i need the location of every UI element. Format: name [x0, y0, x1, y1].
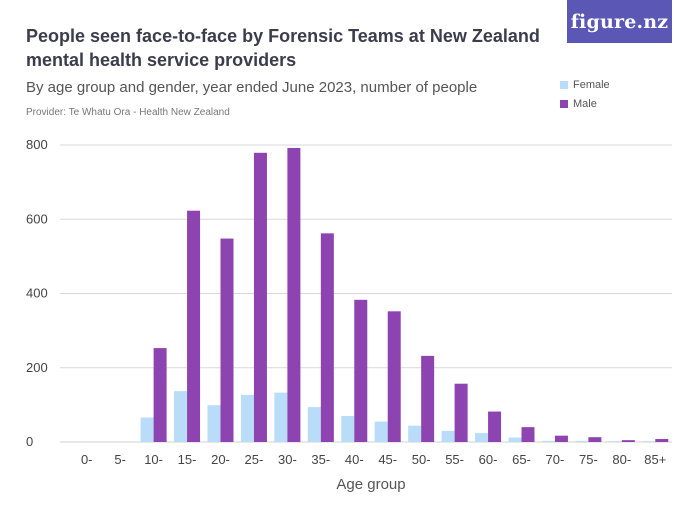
data-provider: Provider: Te Whatu Ora - Health New Zeal… — [26, 107, 230, 118]
legend-label-female: Female — [573, 78, 610, 91]
bar-male-50-[interactable] — [421, 355, 435, 442]
bar-female-70-[interactable] — [541, 440, 555, 442]
bar-female-50-[interactable] — [408, 425, 422, 442]
y-tick-label: 400 — [26, 286, 48, 301]
x-axis-title: Age group — [336, 476, 405, 493]
bar-female-30-[interactable] — [274, 392, 288, 442]
x-tick-label: 65- — [512, 452, 531, 467]
x-tick-label: 80- — [612, 452, 631, 467]
bar-male-30-[interactable] — [287, 147, 301, 442]
legend-swatch-male — [560, 99, 568, 108]
bar-female-55-[interactable] — [441, 430, 455, 442]
x-tick-label: 20- — [211, 452, 230, 467]
bar-female-25-[interactable] — [240, 394, 254, 442]
bar-male-15-[interactable] — [187, 210, 201, 442]
bar-female-75-[interactable] — [575, 440, 589, 442]
bar-male-70-[interactable] — [554, 435, 568, 442]
legend-item-female: Female — [560, 75, 610, 94]
chart-subtitle: By age group and gender, year ended June… — [26, 79, 478, 96]
bar-female-20-[interactable] — [207, 405, 221, 442]
bar-male-55-[interactable] — [454, 383, 468, 442]
bar-male-75-[interactable] — [588, 437, 602, 442]
bar-female-40-[interactable] — [341, 416, 355, 442]
bar-male-20-[interactable] — [220, 238, 234, 442]
legend-label-male: Male — [573, 97, 597, 110]
bar-male-40-[interactable] — [354, 299, 368, 442]
x-tick-label: 5- — [114, 452, 126, 467]
x-tick-label: 40- — [345, 452, 364, 467]
y-tick-label: 800 — [26, 137, 48, 152]
bar-female-65-[interactable] — [508, 437, 522, 442]
bar-male-80-[interactable] — [621, 440, 635, 442]
bar-male-10-[interactable] — [153, 348, 167, 442]
x-tick-label: 10- — [144, 452, 163, 467]
legend: Female Male — [560, 75, 610, 113]
bar-male-45-[interactable] — [387, 311, 401, 442]
y-tick-label: 0 — [26, 434, 33, 449]
legend-item-male: Male — [560, 94, 610, 113]
legend-swatch-female — [560, 80, 568, 89]
x-tick-label: 50- — [412, 452, 431, 467]
bar-male-65-[interactable] — [521, 427, 535, 442]
x-tick-label: 0- — [81, 452, 93, 467]
brand-text: figure.nz — [570, 10, 669, 33]
bar-female-60-[interactable] — [475, 433, 489, 442]
bar-male-85+[interactable] — [655, 439, 669, 442]
x-tick-label: 70- — [546, 452, 565, 467]
bar-female-45-[interactable] — [374, 421, 388, 442]
bar-female-15-[interactable] — [174, 391, 188, 442]
x-tick-label: 55- — [445, 452, 464, 467]
x-tick-label: 75- — [579, 452, 598, 467]
x-tick-label: 85+ — [644, 452, 666, 467]
y-tick-label: 600 — [26, 211, 48, 226]
bar-male-25-[interactable] — [253, 152, 267, 442]
x-tick-label: 35- — [311, 452, 330, 467]
x-tick-label: 60- — [479, 452, 498, 467]
brand-logo[interactable]: figure.nz — [567, 0, 672, 43]
x-tick-label: 30- — [278, 452, 297, 467]
y-tick-label: 200 — [26, 360, 48, 375]
bar-male-60-[interactable] — [488, 411, 502, 442]
bar-male-35-[interactable] — [320, 233, 334, 442]
chart-title: People seen face-to-face by Forensic Tea… — [26, 26, 540, 70]
x-tick-label: 25- — [245, 452, 264, 467]
bar-female-80-[interactable] — [608, 441, 622, 442]
x-tick-label: 45- — [378, 452, 397, 467]
bar-female-35-[interactable] — [307, 407, 321, 442]
bar-female-85+[interactable] — [642, 441, 656, 442]
x-tick-label: 15- — [178, 452, 197, 467]
bar-female-10-[interactable] — [140, 417, 154, 442]
